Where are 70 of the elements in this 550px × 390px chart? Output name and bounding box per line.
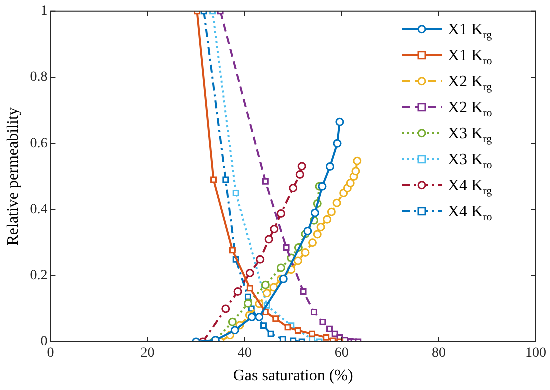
point <box>244 299 252 308</box>
point <box>289 184 298 193</box>
x-tick-label: 40 <box>238 346 252 362</box>
point <box>228 318 237 326</box>
point <box>260 322 267 330</box>
point <box>318 182 327 191</box>
point <box>313 230 322 239</box>
point <box>320 318 326 326</box>
point <box>336 118 344 126</box>
y-tick-label: 0.2 <box>30 268 48 284</box>
point <box>229 247 236 254</box>
point <box>246 268 254 278</box>
point <box>276 264 286 272</box>
point <box>284 324 292 331</box>
point <box>222 304 230 314</box>
point <box>262 289 272 298</box>
point <box>308 238 318 248</box>
x-tick-label: 60 <box>334 346 349 362</box>
point <box>346 179 355 188</box>
point <box>230 326 240 335</box>
point <box>234 288 242 296</box>
x-tick-label: 80 <box>432 346 446 362</box>
point <box>326 326 333 332</box>
point <box>232 190 240 196</box>
point <box>246 285 254 292</box>
point <box>244 294 252 300</box>
y-tick-label: 0 <box>40 334 48 350</box>
point <box>332 330 338 338</box>
point <box>268 330 274 338</box>
point <box>323 334 330 341</box>
y-axis-title: Relative permeability <box>4 108 22 246</box>
point <box>283 244 290 252</box>
point <box>261 280 270 290</box>
point <box>301 248 310 257</box>
point <box>310 309 318 316</box>
point <box>262 178 269 185</box>
point <box>353 156 362 166</box>
point <box>309 330 316 338</box>
point <box>296 170 304 179</box>
y-tick-label: 0.8 <box>30 70 48 86</box>
point <box>264 235 274 244</box>
x-axis-title: Gas saturation (%) <box>233 368 354 385</box>
point <box>316 223 326 232</box>
point <box>333 139 342 148</box>
point <box>294 328 302 334</box>
point <box>270 225 279 234</box>
point <box>210 176 217 184</box>
point <box>332 198 342 208</box>
point <box>222 176 230 184</box>
point <box>280 336 286 342</box>
point <box>255 312 264 322</box>
point <box>294 256 302 266</box>
x-tick-label: 100 <box>526 346 546 362</box>
point <box>272 316 280 322</box>
point <box>352 167 360 176</box>
point <box>304 227 312 236</box>
point <box>310 208 320 218</box>
y-tick-label: 0.4 <box>30 202 48 218</box>
x-tick-label: 20 <box>140 346 155 362</box>
point <box>300 288 307 295</box>
point <box>256 255 265 264</box>
point <box>248 312 256 322</box>
point <box>323 215 332 224</box>
point <box>326 162 334 172</box>
point <box>298 162 306 171</box>
y-tick-label: 0.6 <box>30 136 48 152</box>
y-tick-label: 1 <box>40 4 48 20</box>
point <box>279 274 288 284</box>
point <box>327 208 336 216</box>
point <box>276 209 286 218</box>
